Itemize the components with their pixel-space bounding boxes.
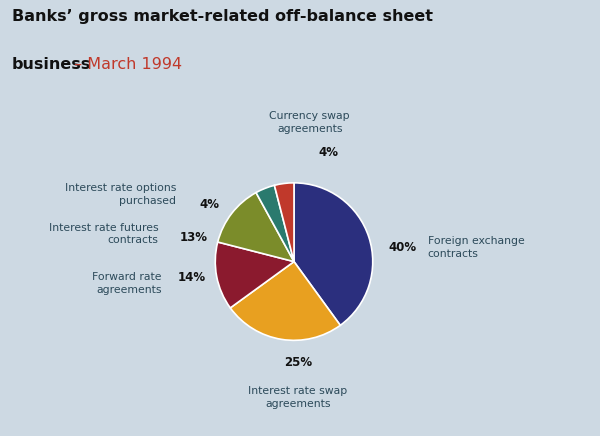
Text: 40%: 40%: [389, 241, 417, 254]
Text: 13%: 13%: [179, 232, 207, 245]
Wedge shape: [294, 183, 373, 325]
Text: Banks’ gross market-related off-balance sheet: Banks’ gross market-related off-balance …: [12, 9, 433, 24]
Text: Forward rate
agreements: Forward rate agreements: [92, 272, 162, 295]
Wedge shape: [218, 193, 294, 262]
Text: Interest rate futures
contracts: Interest rate futures contracts: [49, 223, 158, 245]
Text: business: business: [12, 57, 91, 72]
Text: Interest rate swap
agreements: Interest rate swap agreements: [248, 386, 347, 409]
Text: 25%: 25%: [284, 356, 312, 369]
Text: Interest rate options
purchased: Interest rate options purchased: [65, 183, 176, 206]
Wedge shape: [215, 242, 294, 308]
Text: Foreign exchange
contracts: Foreign exchange contracts: [428, 236, 524, 259]
Wedge shape: [256, 185, 294, 262]
Wedge shape: [230, 262, 340, 341]
Text: – March 1994: – March 1994: [69, 57, 182, 72]
Text: 4%: 4%: [319, 146, 338, 160]
Wedge shape: [274, 183, 294, 262]
Text: 14%: 14%: [178, 271, 206, 284]
Text: 4%: 4%: [199, 198, 219, 211]
Text: Currency swap
agreements: Currency swap agreements: [269, 111, 350, 134]
